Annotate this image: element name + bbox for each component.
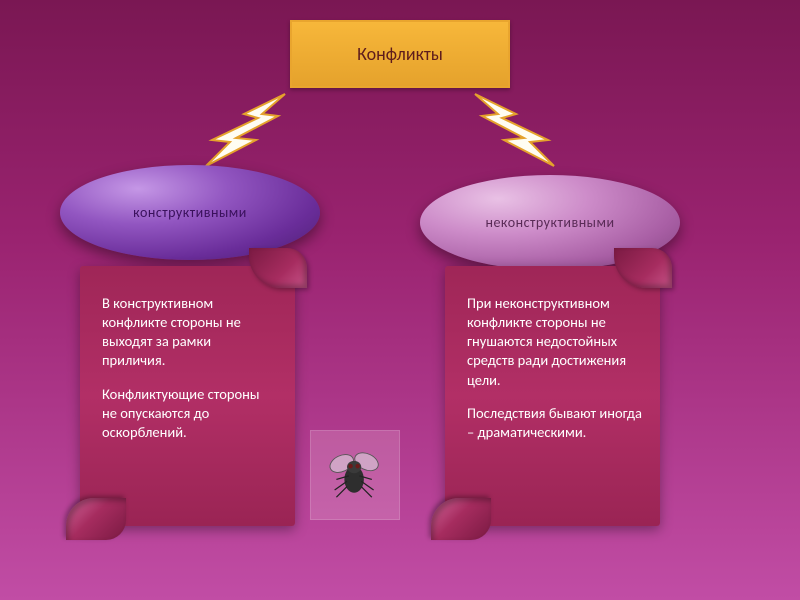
scroll-right-line2: Последствия бывают иногда – драматически… (467, 404, 642, 442)
ellipse-constructive: конструктивными (60, 165, 320, 260)
title-box: Конфликты (290, 20, 510, 88)
bolt-left (200, 90, 310, 170)
scroll-left: В конструктивном конфликте стороны не вы… (70, 248, 305, 538)
scroll-left-body: В конструктивном конфликте стороны не вы… (80, 266, 295, 526)
scroll-left-line1: В конструктивном конфликте стороны не вы… (102, 294, 277, 371)
scroll-curl-bottom (66, 498, 126, 540)
bolt-right (450, 90, 560, 170)
scroll-right: При неконструктивном конфликте стороны н… (435, 248, 670, 538)
fly-icon (320, 440, 390, 510)
scroll-right-line1: При неконструктивном конфликте стороны н… (467, 294, 642, 390)
ellipse-left-label: конструктивными (133, 204, 247, 221)
title-text: Конфликты (357, 43, 443, 65)
scroll-right-body: При неконструктивном конфликте стороны н… (445, 266, 660, 526)
scroll-curl-bottom (431, 498, 491, 540)
ellipse-right-label: неконструктивными (485, 214, 614, 231)
scroll-left-line2: Конфликтующие стороны не опускаются до о… (102, 385, 277, 442)
